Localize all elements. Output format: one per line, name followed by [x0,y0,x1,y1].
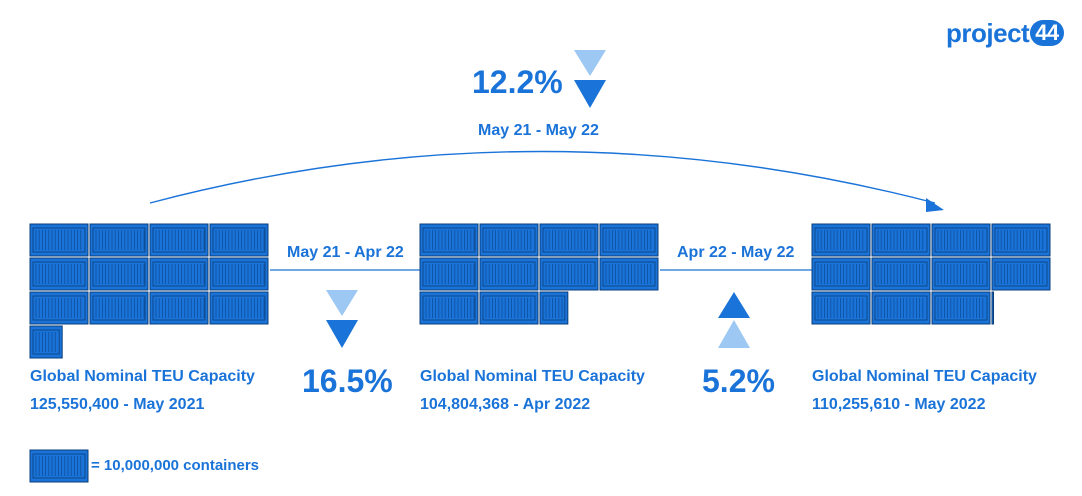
container-icon [599,257,659,291]
up-arrow-light-icon [718,320,750,348]
container-icon [479,257,539,291]
container-groups [29,223,1051,359]
container-icon [931,291,991,325]
group-1-value: 125,550,400 - May 2021 [30,396,205,413]
container-icon [209,223,269,257]
container-icon [539,257,599,291]
container-icon [149,223,209,257]
group-2-title: Global Nominal TEU Capacity [420,368,645,385]
group-3-value: 110,255,610 - May 2022 [812,396,986,413]
logo-badge: 44 [1030,20,1064,46]
top-percent: 12.2% [472,64,563,100]
top-period: May 21 - May 22 [478,122,599,139]
container-icon [991,257,1051,291]
container-icon [931,223,991,257]
container-icon [29,325,63,359]
up-arrow-icon [718,292,750,318]
left-period: May 21 - Apr 22 [287,244,404,261]
container-icon [539,291,569,325]
legend-text: = 10,000,000 containers [91,457,260,474]
container-icon [149,291,209,325]
top-arc [149,150,936,204]
arc-arrowhead [926,198,944,212]
container-icon [419,291,479,325]
down-arrow-light-icon [326,290,358,316]
down-arrow-icon [574,80,606,108]
container-icon [29,223,89,257]
group-1-title: Global Nominal TEU Capacity [30,368,255,385]
container-icon [811,223,871,257]
container-icon [871,257,931,291]
container-icon [209,291,269,325]
container-icon [871,291,931,325]
container-icon [811,257,871,291]
container-icon [599,223,659,257]
legend-container-icon [29,449,89,483]
down-arrow-icon [326,320,358,348]
container-icon [419,223,479,257]
left-percent: 16.5% [302,363,393,399]
container-icon [871,223,931,257]
container-icon [539,223,599,257]
container-icon [991,291,995,325]
group-3-title: Global Nominal TEU Capacity [812,368,1037,385]
legend-container-icon [29,449,89,483]
container-icon [209,257,269,291]
right-period: Apr 22 - May 22 [677,244,795,261]
project44-logo: project 44 [946,18,1064,49]
container-icon [419,257,479,291]
container-icon [89,291,149,325]
container-icon [811,291,871,325]
down-arrow-light-icon [574,50,606,76]
container-icon [29,291,89,325]
container-icon [89,223,149,257]
container-icon [149,257,209,291]
container-icon [89,257,149,291]
right-percent: 5.2% [702,363,775,399]
container-icon [29,257,89,291]
container-icon [479,223,539,257]
logo-text: project [946,18,1030,48]
container-icon [991,223,1051,257]
container-icon [479,291,539,325]
group-2-value: 104,804,368 - Apr 2022 [420,396,591,413]
container-icon [931,257,991,291]
